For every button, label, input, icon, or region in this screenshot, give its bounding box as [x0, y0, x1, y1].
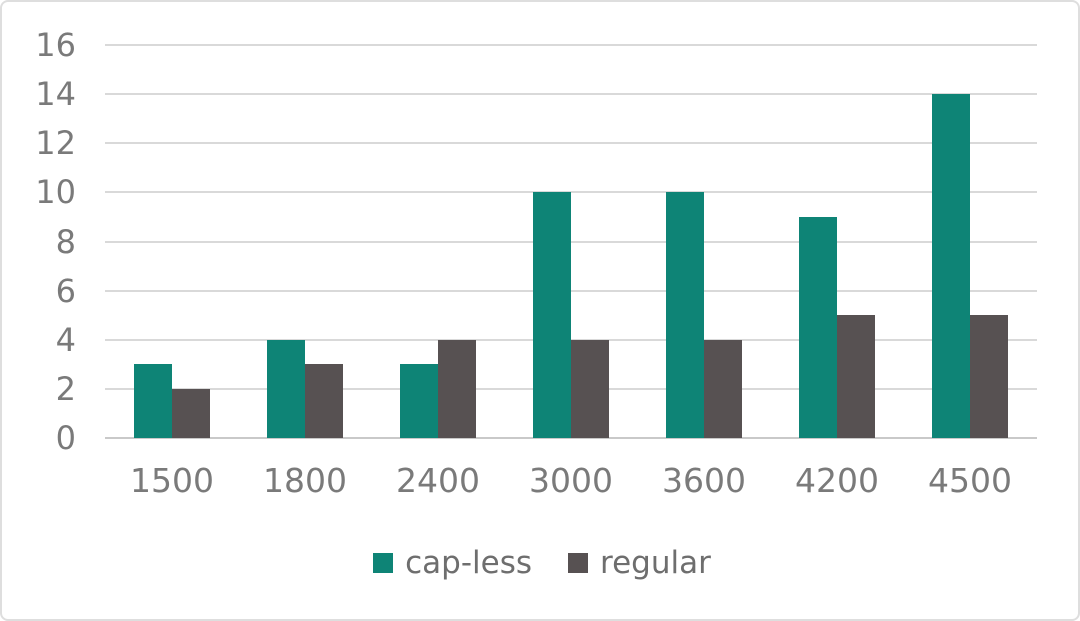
- bar-cap-less-4200: [799, 217, 837, 438]
- x-tick-label: 3600: [662, 461, 746, 500]
- bar-cap-less-4500: [932, 94, 970, 438]
- bar-regular-3600: [704, 340, 742, 438]
- bar-cap-less-3000: [533, 192, 571, 438]
- y-tick-label: 6: [55, 272, 76, 310]
- bar-regular-3000: [571, 340, 609, 438]
- x-tick-label: 4500: [928, 461, 1012, 500]
- y-tick-label: 16: [35, 26, 76, 64]
- y-tick-label: 4: [55, 321, 76, 359]
- bar-cap-less-2400: [400, 364, 438, 438]
- x-axis-line: [105, 437, 1037, 439]
- gridline: [105, 191, 1037, 193]
- gridline: [105, 142, 1037, 144]
- x-tick-label: 3000: [529, 461, 613, 500]
- gridline: [105, 241, 1037, 243]
- legend-swatch-icon: [568, 553, 589, 573]
- bar-cap-less-1800: [267, 340, 305, 438]
- x-tick-label: 1800: [263, 461, 347, 500]
- bar-regular-4500: [970, 315, 1008, 438]
- bar-cap-less-3600: [666, 192, 704, 438]
- bar-regular-2400: [438, 340, 476, 438]
- legend-label: cap-less: [405, 545, 533, 581]
- legend-swatch-icon: [373, 553, 394, 573]
- y-tick-label: 14: [35, 75, 76, 113]
- x-tick-label: 2400: [396, 461, 480, 500]
- legend-item-cap-less: cap-less: [373, 543, 532, 583]
- gridline: [105, 290, 1037, 292]
- gridline: [105, 93, 1037, 95]
- x-tick-label: 1500: [130, 461, 214, 500]
- bar-regular-1500: [172, 389, 210, 438]
- y-tick-label: 0: [55, 419, 76, 457]
- y-tick-label: 10: [35, 173, 76, 211]
- bar-regular-4200: [837, 315, 875, 438]
- y-tick-label: 8: [55, 223, 76, 261]
- plot-area: [105, 44, 1037, 439]
- bar-regular-1800: [305, 364, 343, 438]
- gridline: [105, 44, 1037, 46]
- legend-item-regular: regular: [568, 543, 711, 583]
- bar-cap-less-1500: [134, 364, 172, 438]
- legend-label: regular: [600, 545, 711, 581]
- y-tick-label: 12: [35, 124, 76, 162]
- legend: cap-less regular: [2, 543, 1078, 583]
- y-tick-label: 2: [55, 370, 76, 408]
- x-tick-label: 4200: [795, 461, 879, 500]
